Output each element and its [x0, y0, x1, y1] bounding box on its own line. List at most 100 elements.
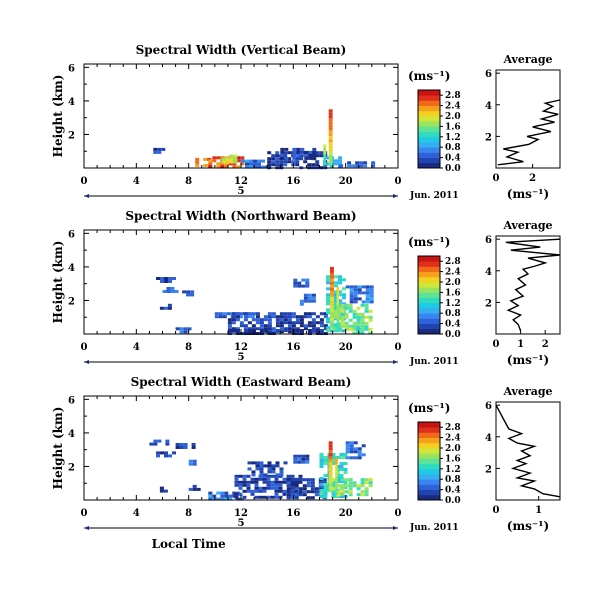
heatmap-cell [298, 487, 303, 491]
heatmap-cell [251, 312, 256, 316]
average-x-label: (ms⁻¹) [507, 353, 549, 367]
heatmap-cell [231, 318, 236, 322]
heatmap-cell [271, 315, 276, 319]
heatmap-cell [339, 465, 344, 468]
heatmap-cell [282, 492, 287, 496]
heatmap-cell [338, 275, 342, 279]
heatmap-cell [216, 156, 221, 160]
heatmap-cell [339, 468, 344, 471]
heatmap-cell [306, 478, 311, 482]
heatmap-cell [365, 294, 370, 298]
heatmap-cell [266, 486, 271, 490]
colorbar-frame [417, 89, 441, 169]
heatmap-spike-cell [328, 121, 333, 125]
heatmap-spike-cell [328, 462, 333, 466]
colorbar-segment [418, 162, 440, 169]
heatmap-spike-cell [335, 470, 338, 474]
heatmap-cell [251, 461, 256, 465]
heatmap-cell [361, 285, 366, 289]
heatmap-cell [345, 450, 350, 454]
heatmap-cell [334, 159, 338, 163]
heatmap-cell [310, 487, 315, 491]
average-y-tick-label: 4 [485, 101, 492, 112]
heatmap-cell [297, 454, 302, 458]
heatmap-cell [331, 495, 336, 498]
heatmap-cell [187, 327, 192, 331]
heatmap-cell [306, 496, 311, 500]
heatmap-cell [293, 457, 298, 461]
heatmap-cell [263, 329, 268, 332]
heatmap-cell [344, 303, 349, 307]
colorbar-segment [418, 494, 440, 501]
heatmap-cell [331, 453, 336, 456]
heatmap-cell [290, 495, 295, 499]
heatmap-cell [297, 460, 302, 464]
heatmap-cell [307, 324, 312, 328]
heatmap-cell [294, 496, 299, 500]
date-axis-day: 5 [238, 352, 245, 363]
heatmap-cell [363, 161, 368, 165]
heatmap-cell [270, 495, 275, 499]
heatmap-spike-cell [336, 290, 340, 293]
heatmap-cell [343, 468, 348, 471]
heatmap-cell [336, 490, 341, 494]
heatmap-cell [291, 327, 296, 331]
colorbar-tick-label: 2.0 [445, 112, 461, 122]
heatmap-cell [286, 493, 291, 497]
heatmap-cell [332, 312, 337, 316]
heatmap-cell [345, 447, 350, 451]
heatmap-cell [242, 495, 247, 499]
heatmap-cell [271, 154, 276, 158]
heatmap-cell [339, 456, 344, 459]
heatmap-cell [323, 327, 328, 331]
heatmap-cell [332, 303, 337, 307]
heatmap-spike-cell [335, 491, 338, 495]
colorbar-segment [418, 95, 440, 101]
heatmap-spike-cell [336, 293, 340, 296]
heatmap-spike-cell [335, 473, 338, 477]
heatmap-spike-cell [330, 308, 334, 312]
heatmap-cell [287, 318, 292, 322]
heatmap-cell [153, 442, 158, 446]
heatmap-cell [255, 467, 260, 471]
heatmap-cell [297, 457, 302, 461]
heatmap-cell [224, 165, 229, 169]
heatmap-cell [323, 315, 328, 319]
heatmap-cell [259, 327, 264, 331]
heatmap-cell [331, 459, 336, 462]
heatmap-cell [349, 456, 354, 460]
heatmap-spike-cell [335, 482, 338, 486]
heatmap-cell [259, 467, 264, 471]
date-label: Jun. 2011 [409, 523, 459, 533]
colorbar-tick-label: 0.8 [445, 143, 461, 153]
heatmap-cell [344, 484, 349, 488]
heatmap-cell [340, 315, 345, 319]
heatmap-cell [303, 299, 308, 303]
average-x-label: (ms⁻¹) [507, 187, 549, 201]
heatmap-cell [282, 480, 287, 484]
heatmap-cell [356, 487, 361, 491]
heatmap-cell [310, 484, 315, 488]
colorbar-segment [418, 147, 440, 153]
heatmap-cell [287, 151, 292, 155]
heatmap-cell [257, 165, 261, 169]
heatmap-cell [306, 484, 311, 488]
heatmap-cell [263, 473, 268, 477]
heatmap-cell [251, 318, 256, 322]
heatmap-cell [323, 459, 328, 462]
heatmap-cell [267, 327, 272, 331]
x-tick-label: 12 [234, 176, 248, 187]
x-tick-label: 16 [286, 342, 300, 353]
heatmap-cell [348, 493, 353, 497]
heatmap-cell [245, 162, 249, 166]
colorbar-frame [417, 421, 441, 501]
heatmap-cell [361, 291, 366, 295]
heatmap-cell [292, 153, 297, 157]
heatmap-cell [283, 321, 288, 325]
colorbar-segment [418, 157, 440, 164]
heatmap-cell [348, 490, 353, 494]
heatmap-cell [267, 321, 272, 325]
heatmap-cell [323, 483, 328, 486]
colorbar-unit: (ms⁻¹) [408, 69, 450, 83]
heatmap-cell [340, 493, 345, 497]
